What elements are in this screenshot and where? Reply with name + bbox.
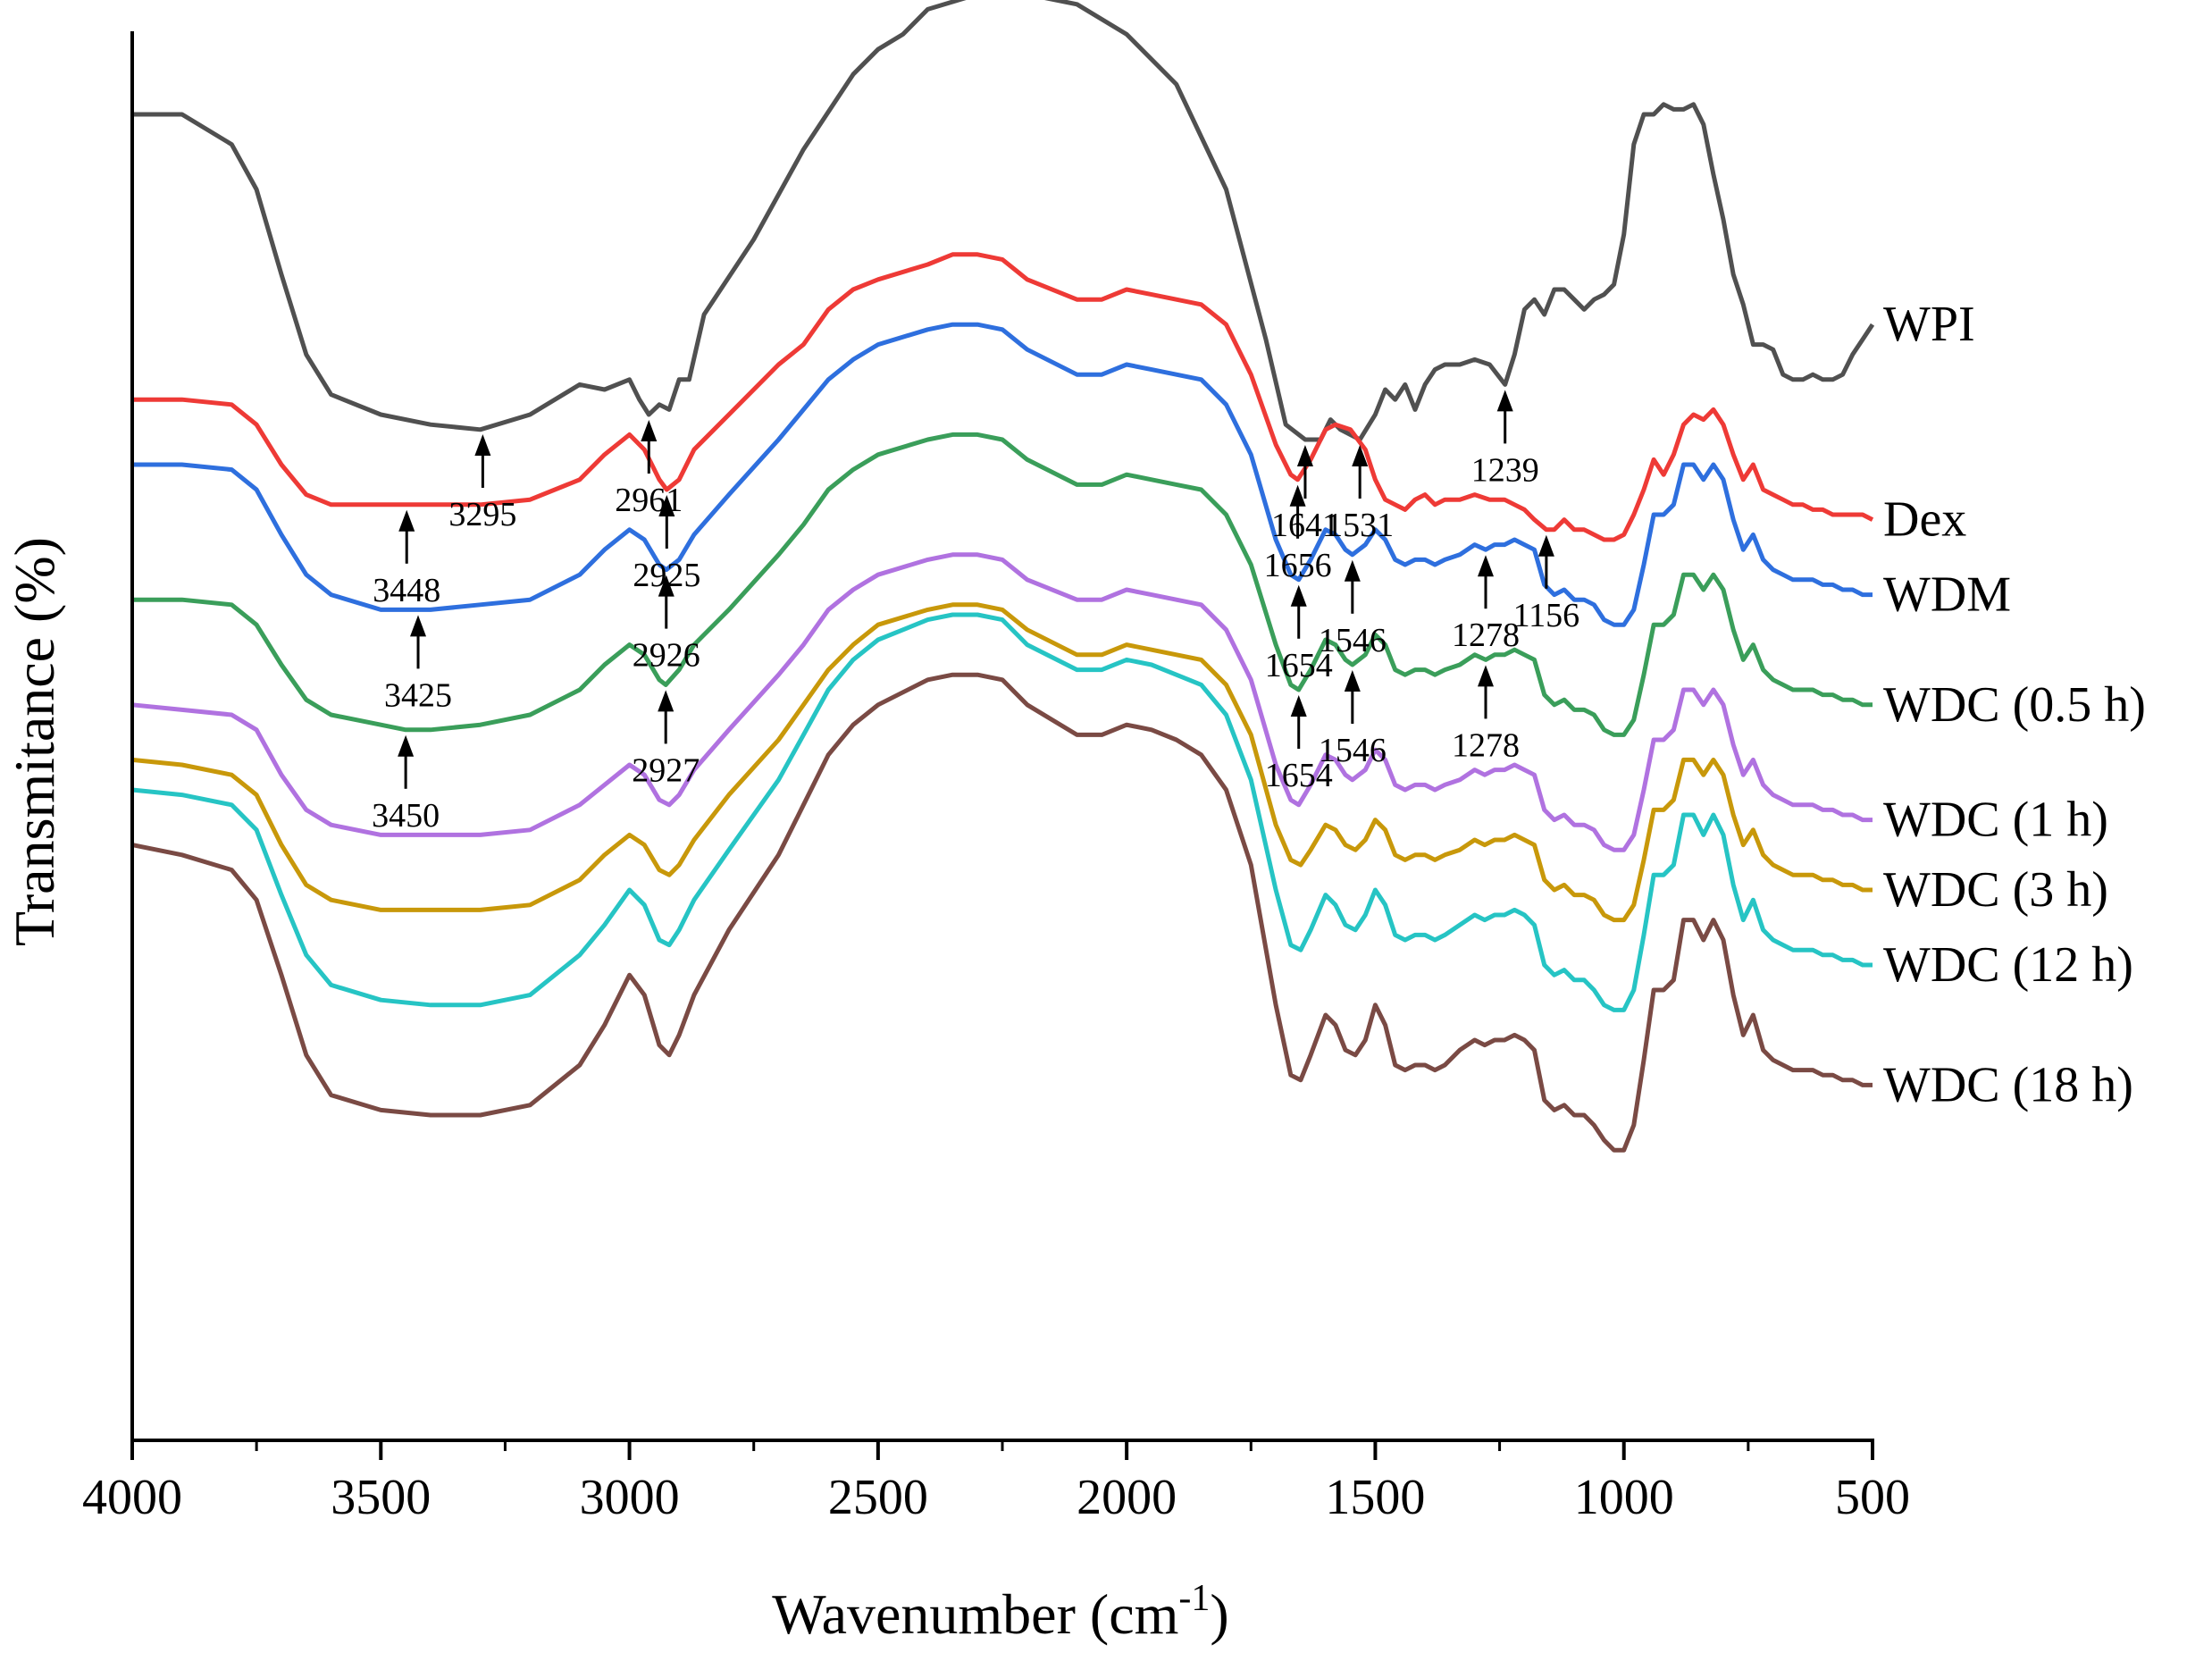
annotation-label-1641: 1641 (1271, 507, 1339, 544)
annotation-arrow-head (1538, 534, 1554, 557)
annotation-arrow-head (410, 615, 427, 637)
annotation-arrow-head (658, 575, 674, 597)
x-tick-label-3000: 3000 (580, 1470, 680, 1525)
annotation-arrow-head (1352, 445, 1369, 466)
series-label-wpi: WPI (1883, 297, 1975, 352)
annotation-arrow-head (658, 495, 675, 516)
x-tick-label-3500: 3500 (331, 1470, 431, 1525)
annotation-arrow-head (398, 509, 415, 532)
series-line-wdm (132, 322, 1873, 627)
series-label-wdc-3-h: WDC (3 h) (1883, 862, 2108, 918)
series-label-wdm: WDM (1883, 567, 2011, 623)
annotation-arrow-head (658, 690, 674, 712)
x-tick-label-500: 500 (1835, 1470, 1910, 1525)
annotation-arrow-head (398, 734, 415, 757)
annotation-arrow-head (1344, 670, 1361, 692)
annotation-label-1546: 1546 (1319, 732, 1387, 769)
x-tick-label-1000: 1000 (1574, 1470, 1674, 1525)
annotation-label-1239: 1239 (1471, 451, 1539, 489)
series-line-wdc-0-5-h (132, 432, 1873, 737)
series-label-wdc-12-h: WDC (12 h) (1883, 937, 2133, 993)
x-tick-label-2500: 2500 (828, 1470, 928, 1525)
annotation-arrow-head (474, 433, 491, 456)
series-line-wdc-18-h (131, 672, 1873, 1153)
series-line-wdc-1-h (131, 552, 1873, 852)
annotation-label-1278: 1278 (1452, 726, 1520, 764)
annotation-label-1656: 1656 (1264, 547, 1332, 584)
annotation-label-2927: 2927 (632, 751, 700, 789)
annotation-arrow-head (1296, 445, 1313, 466)
annotation-arrow-head (1496, 390, 1513, 412)
series-line-wdc-3-h (131, 602, 1873, 923)
series-label-dex: Dex (1883, 492, 1966, 548)
x-axis-title: Wavenumber (cm-1) (772, 1578, 1228, 1646)
annotation-label-1156: 1156 (1513, 597, 1580, 634)
annotation-label-3450: 3450 (372, 797, 440, 835)
series-line-wdc-12-h (131, 612, 1873, 1012)
annotation-label-1654: 1654 (1265, 647, 1333, 684)
annotation-arrow-head (1290, 584, 1307, 607)
series-label-wdc-1-h: WDC (1 h) (1883, 793, 2108, 848)
annotation-label-3448: 3448 (373, 572, 440, 609)
annotation-arrow-head (1477, 665, 1494, 687)
annotation-arrow-head (1477, 555, 1494, 577)
annotation-arrow-head (1290, 695, 1307, 717)
plot-series-group (131, 0, 1875, 1153)
series-line-wpi (132, 0, 1875, 442)
x-tick-label-2000: 2000 (1077, 1470, 1177, 1525)
y-axis-title: Transmitance (%) (3, 537, 66, 946)
annotation-label-1654: 1654 (1265, 757, 1333, 794)
series-label-wdc-0-5-h: WDC (0.5 h) (1883, 677, 2146, 733)
annotation-arrow-head (641, 420, 658, 441)
annotation-label-1531: 1531 (1326, 507, 1394, 544)
annotation-label-3295: 3295 (448, 496, 516, 533)
x-tick-label-1500: 1500 (1325, 1470, 1425, 1525)
series-line-dex (132, 252, 1874, 542)
annotation-arrow-head (1289, 484, 1306, 507)
annotation-label-3425: 3425 (384, 676, 452, 714)
x-tick-label-4000: 4000 (82, 1470, 182, 1525)
series-label-wdc-18-h: WDC (18 h) (1883, 1057, 2133, 1112)
annotation-arrow-head (1344, 559, 1361, 582)
x-tick-group: 4000 3500 3000 2500 2000 1500 1000 500 (82, 1440, 1910, 1525)
annotation-label-2926: 2926 (633, 637, 700, 675)
series-label-group: WPI Dex WDM WDC (0.5 h) WDC (1 h) WDC (3 h) WD… (1883, 297, 2146, 1112)
annotation-label-1546: 1546 (1319, 622, 1387, 659)
annotation-label-1278: 1278 (1452, 617, 1520, 654)
